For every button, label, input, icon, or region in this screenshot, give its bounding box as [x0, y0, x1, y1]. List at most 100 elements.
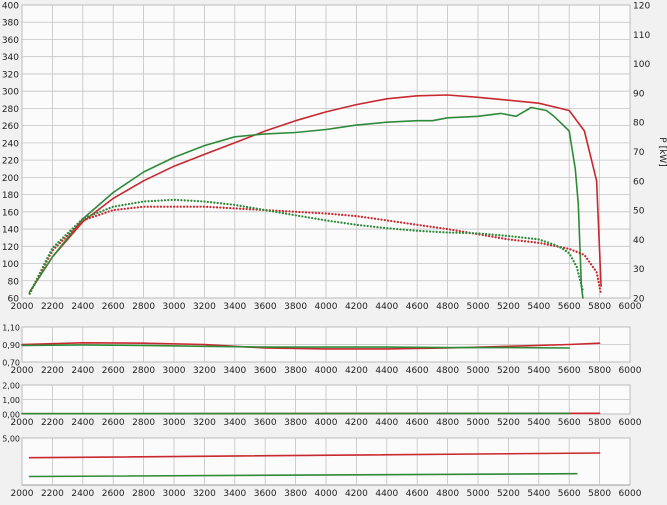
y-tick-label: 1,10 [2, 324, 20, 333]
y2-tick-label: 60 [633, 177, 645, 187]
x-tick-label: 2200 [41, 489, 64, 499]
y-tick-label: 380 [2, 19, 19, 29]
y2-tick-label: 90 [633, 89, 645, 99]
y-tick-label: 140 [2, 226, 19, 236]
x-tick-label: 4000 [315, 366, 338, 376]
x-tick-label: 4000 [315, 489, 338, 499]
y2-tick-label: 40 [633, 236, 645, 246]
x-tick-label: 2800 [132, 366, 155, 376]
y-tick-label: 100 [2, 260, 19, 270]
x-tick-label: 2000 [11, 418, 34, 428]
x-tick-label: 2200 [41, 302, 64, 312]
y-tick-label: 2,00 [2, 382, 20, 391]
x-tick-label: 3200 [193, 418, 216, 428]
y2-tick-label: 110 [633, 31, 650, 41]
x-tick-label: 5000 [467, 489, 490, 499]
x-tick-label: 2800 [132, 418, 155, 428]
x-tick-label: 4200 [345, 302, 368, 312]
y-tick-label: 280 [2, 105, 19, 115]
x-tick-label: 4400 [375, 489, 398, 499]
x-tick-label: 3600 [254, 302, 277, 312]
x-tick-label: 3200 [193, 366, 216, 376]
x-tick-label: 5600 [558, 489, 581, 499]
y-tick-label: 80 [8, 277, 20, 287]
y-tick-label: 0,90 [2, 341, 20, 350]
x-tick-label: 4200 [345, 418, 368, 428]
x-tick-label: 5200 [497, 418, 520, 428]
x-tick-label: 5800 [588, 418, 611, 428]
y-tick-label: 220 [2, 157, 19, 167]
x-tick-label: 4800 [436, 489, 459, 499]
x-tick-label: 5200 [497, 489, 520, 499]
y2-tick-label: 30 [633, 265, 645, 275]
x-tick-label: 3000 [163, 489, 186, 499]
x-tick-label: 3400 [223, 366, 246, 376]
x-tick-label: 2200 [41, 366, 64, 376]
y-tick-label: 400 [2, 2, 19, 12]
x-tick-label: 5200 [497, 366, 520, 376]
x-tick-label: 2200 [41, 418, 64, 428]
x-tick-label: 2600 [102, 302, 125, 312]
y2-tick-label: 50 [633, 207, 645, 217]
x-tick-label: 5000 [467, 366, 490, 376]
y-tick-label: 1,00 [2, 396, 20, 405]
y-tick-label: 300 [2, 88, 19, 98]
x-tick-label: 4200 [345, 489, 368, 499]
x-tick-label: 5800 [588, 489, 611, 499]
x-tick-label: 2600 [102, 366, 125, 376]
x-tick-label: 2000 [11, 366, 34, 376]
x-tick-label: 5000 [467, 302, 490, 312]
x-tick-label: 6000 [619, 366, 642, 376]
x-tick-label: 5000 [467, 418, 490, 428]
x-tick-label: 2600 [102, 489, 125, 499]
x-tick-label: 4400 [375, 418, 398, 428]
x-tick-label: 4600 [406, 366, 429, 376]
x-tick-label: 2400 [71, 366, 94, 376]
x-tick-label: 6000 [619, 418, 642, 428]
x-tick-label: 3600 [254, 489, 277, 499]
y-tick-label: 320 [2, 70, 19, 80]
x-tick-label: 5400 [527, 489, 550, 499]
x-tick-label: 3400 [223, 489, 246, 499]
x-tick-label: 4800 [436, 366, 459, 376]
x-tick-label: 5600 [558, 366, 581, 376]
x-tick-label: 3200 [193, 489, 216, 499]
y-tick-label: 0,00 [2, 411, 20, 420]
y2-tick-label: 20 [633, 295, 645, 305]
x-tick-label: 3400 [223, 302, 246, 312]
x-tick-label: 3000 [163, 366, 186, 376]
x-tick-label: 3800 [284, 302, 307, 312]
x-tick-label: 2600 [102, 418, 125, 428]
x-tick-label: 4600 [406, 302, 429, 312]
x-tick-label: 4400 [375, 366, 398, 376]
y-tick-label: 260 [2, 122, 19, 132]
y-tick-label: 340 [2, 53, 19, 63]
y2-tick-label: 120 [633, 2, 650, 12]
x-tick-label: 3800 [284, 366, 307, 376]
y2-tick-label: 100 [633, 60, 650, 70]
x-tick-label: 5800 [588, 366, 611, 376]
x-tick-label: 4600 [406, 418, 429, 428]
y-tick-label: 240 [2, 139, 19, 149]
x-tick-label: 4400 [375, 302, 398, 312]
x-tick-label: 2000 [11, 489, 34, 499]
x-tick-label: 4000 [315, 302, 338, 312]
x-tick-label: 3400 [223, 418, 246, 428]
x-tick-label: 5600 [558, 302, 581, 312]
x-tick-label: 4000 [315, 418, 338, 428]
y2-tick-label: 70 [633, 148, 645, 158]
y2-tick-label: 80 [633, 119, 645, 129]
x-tick-label: 3000 [163, 418, 186, 428]
x-tick-label: 3200 [193, 302, 216, 312]
y-tick-label: 5,00 [2, 435, 20, 444]
y-tick-label: 160 [2, 208, 19, 218]
x-tick-label: 4200 [345, 366, 368, 376]
x-tick-label: 5400 [527, 302, 550, 312]
y-tick-label: 180 [2, 191, 19, 201]
x-tick-label: 2800 [132, 489, 155, 499]
